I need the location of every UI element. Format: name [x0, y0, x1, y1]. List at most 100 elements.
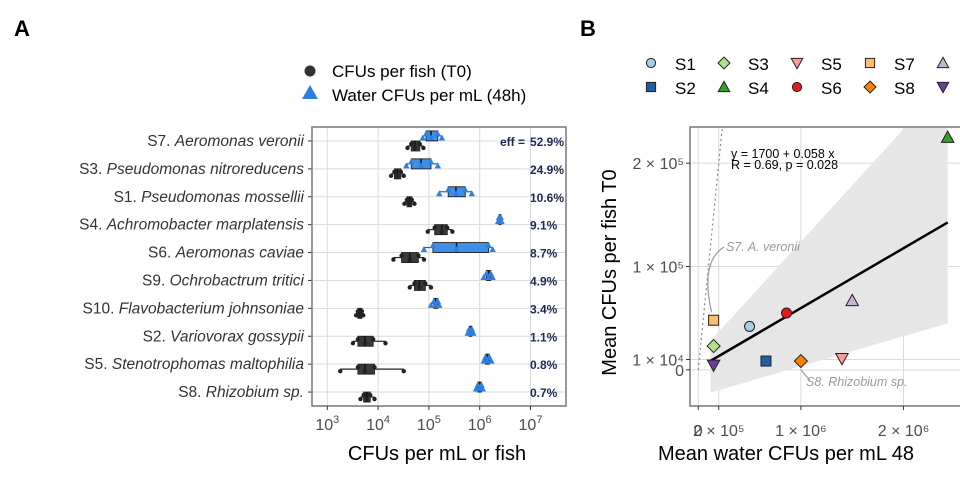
- legend-swatch-4: [717, 80, 731, 93]
- category-s1-fish-point: [402, 201, 407, 206]
- legend-swatch-5: [790, 57, 804, 70]
- category-s1-fish-point: [407, 201, 412, 206]
- category-s4-eff: 9.1%: [530, 219, 558, 233]
- regression-line: [709, 221, 949, 362]
- legend-label-s6: S6: [821, 79, 842, 98]
- regression-equation: y = 1700 + 0.058 x: [731, 147, 835, 161]
- category-s5-label: S5. Stenotrophomas maltophilia: [84, 356, 304, 373]
- legend-label-s7: S7: [894, 55, 915, 74]
- legend-swatch-9: [936, 56, 950, 69]
- point-s6: [781, 307, 793, 319]
- category-s1-fish-point: [404, 197, 410, 202]
- category-s5-water-point: [488, 357, 495, 364]
- point-s8: [793, 353, 809, 369]
- category-s8-eff: 0.7%: [530, 386, 558, 400]
- category-s7-fish-point: [417, 141, 422, 147]
- panel-a-letter: A: [14, 16, 30, 41]
- category-s7-water-point: [419, 134, 427, 141]
- legend-label-s3: S3: [748, 55, 769, 74]
- category-s1-water-point: [452, 190, 460, 197]
- legend-label-s8: S8: [894, 79, 915, 98]
- category-s10-eff: 3.4%: [530, 302, 558, 316]
- category-s1-water-point: [445, 186, 452, 193]
- category-s7-water-point: [434, 130, 442, 137]
- x-tick-label: 1 × 10⁶: [775, 423, 827, 440]
- category-s1-fish-point: [412, 201, 417, 206]
- x-tick-label: 103: [315, 414, 339, 434]
- category-s5-fish-point: [362, 368, 368, 374]
- category-s9-water-point: [487, 269, 494, 276]
- category-s7-fish-point: [421, 145, 426, 151]
- annotation-s7-label: S7. A. veronii: [726, 240, 801, 254]
- legend-swatch-7: [864, 57, 876, 69]
- category-s8-fish-point: [372, 396, 377, 402]
- category-s8-fish-point: [364, 396, 370, 402]
- y-axis-title: Mean CFUs per fish T0: [599, 169, 621, 375]
- category-s2-fish-point: [362, 341, 368, 346]
- category-s7-water-point: [438, 134, 446, 141]
- category-s6-eff: 8.7%: [530, 247, 558, 261]
- panel-b-inner: [690, 127, 960, 406]
- category-s9-water-point: [489, 273, 496, 280]
- point-s4: [940, 130, 955, 143]
- category-s10-water-point: [436, 301, 443, 308]
- identity-line: [697, 127, 723, 370]
- legend-label-s2: S2: [675, 79, 696, 98]
- annotation-s8-leader: [800, 368, 811, 381]
- x-tick-label: 104: [366, 414, 390, 434]
- category-s3-eff: 24.9%: [530, 163, 564, 177]
- category-s7-fish-point: [405, 145, 410, 151]
- legend-fish-swatch: [304, 65, 316, 77]
- category-s5-fish-point: [372, 364, 377, 370]
- legend-swatch-2: [645, 81, 657, 93]
- eff-prefix: eff =: [500, 135, 525, 149]
- point-s1: [744, 320, 756, 332]
- category-s6-water-point: [429, 242, 437, 249]
- category-s1-fish-point: [409, 197, 414, 202]
- x-tick-label: 2 × 10⁵: [693, 423, 745, 440]
- category-s3-water-point: [434, 162, 442, 169]
- category-s6-fish-point: [421, 257, 427, 262]
- category-s7-fish-point: [409, 141, 414, 147]
- point-s10: [706, 359, 721, 373]
- legend-water-label: Water CFUs per mL (48h): [332, 86, 526, 105]
- category-s7-eff: 52.9%: [530, 135, 564, 149]
- category-s6-water-point: [420, 246, 428, 253]
- category-s4-fish-point: [439, 229, 445, 234]
- legend-fish-label: CFUs per fish (T0): [332, 62, 472, 81]
- category-s3-fish-point: [398, 169, 404, 175]
- panel-a: S7. Aeromonas veronii eff = 52.9% S3. Pseud…: [79, 62, 567, 465]
- category-s9-fish-point: [428, 285, 434, 290]
- panel-b-letter: B: [580, 16, 596, 41]
- x-tick-label: 0: [694, 423, 703, 440]
- category-s7-fish-point: [412, 145, 418, 151]
- legend-label-s5: S5: [821, 55, 842, 74]
- legend-water-swatch: [302, 85, 318, 99]
- category-s9-fish-point: [412, 281, 417, 286]
- y-tick-label: 0: [675, 363, 684, 380]
- category-s9-fish-point: [417, 285, 422, 290]
- category-s6-fish-point: [399, 253, 404, 258]
- category-s6-water-point: [453, 246, 460, 253]
- category-s1-water-point: [436, 190, 443, 197]
- category-s6-fish-point: [407, 257, 412, 262]
- category-s5-eff: 0.8%: [530, 358, 558, 372]
- category-s3-water-point: [427, 158, 435, 165]
- category-s9-water-point: [480, 273, 487, 280]
- panel-b: S7. A. veronii S8. Rhizobium sp. y = 1700 …: [599, 55, 960, 465]
- category-s2-fish-point: [370, 337, 376, 342]
- category-s3-fish-point: [395, 173, 400, 179]
- category-s6-water-box: [432, 242, 490, 254]
- panel-a-plot-area: [312, 127, 566, 406]
- category-s9-fish-point: [423, 281, 428, 286]
- category-s10-fish-point: [357, 313, 363, 318]
- category-s9-eff: 4.9%: [530, 274, 558, 288]
- category-s7-water-point: [427, 134, 435, 141]
- category-s2-fish-point: [383, 341, 388, 346]
- category-s4-fish-point: [450, 229, 455, 234]
- point-s7: [708, 314, 720, 326]
- category-s1-water-point: [468, 190, 476, 197]
- category-s10-fish-point: [361, 313, 366, 318]
- annotation-s8-label: S8. Rhizobium sp.: [806, 375, 907, 389]
